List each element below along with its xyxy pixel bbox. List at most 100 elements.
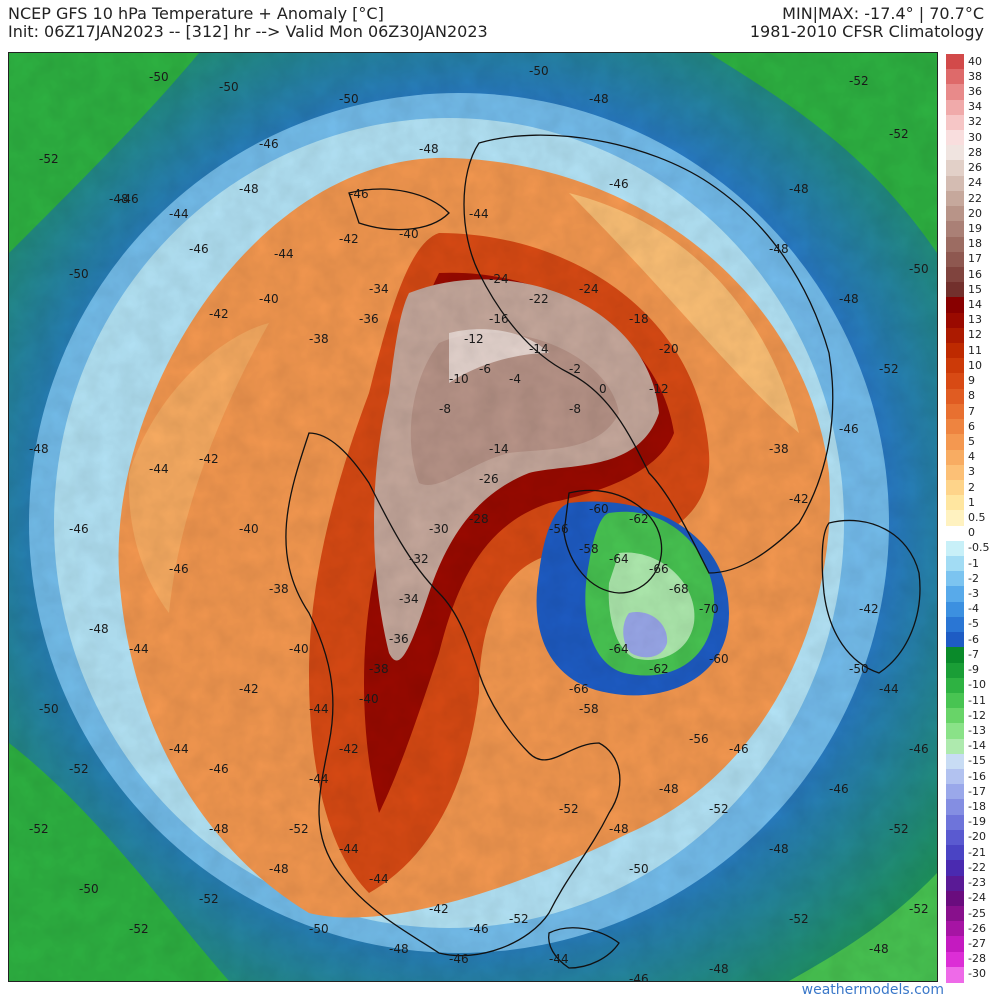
colorbar-tick: 13 [968, 313, 982, 327]
colorbar-swatch [946, 814, 964, 831]
colorbar-swatch [946, 951, 964, 968]
contour-label: -44 [274, 247, 294, 261]
polar-map-panel[interactable]: -50 -50 -50 -50 -48 -52 -52 -52 -46 -48 -46 -48 -46-… [8, 52, 938, 982]
contour-label: -44 [309, 702, 329, 716]
contour-label: -36 [359, 312, 379, 326]
contour-label: -42 [339, 742, 359, 756]
contour-label: -44 [169, 742, 189, 756]
contour-label: -48 [389, 942, 409, 956]
colorbar-tick: 20 [968, 206, 982, 220]
colorbar-swatch [946, 419, 964, 435]
colorbar-swatch [946, 936, 964, 953]
colorbar-swatch [946, 114, 964, 131]
contour-label: -30 [429, 522, 449, 536]
colorbar-tick: 0.5 [968, 511, 986, 524]
colorbar-tick: 26 [968, 161, 982, 175]
site-credit[interactable]: weathermodels.com [801, 982, 944, 998]
africa-outline [821, 519, 921, 674]
contour-label: -56 [549, 522, 569, 536]
colorbar-swatch [946, 738, 964, 755]
contour-label: -46 [469, 922, 489, 936]
colorbar-swatch [946, 799, 964, 816]
colorbar-swatch [946, 479, 964, 496]
contour-label: -40 [359, 692, 379, 706]
contour-label: -34 [399, 592, 419, 606]
contour-label: -46 [259, 137, 279, 151]
contour-label: -38 [269, 582, 289, 596]
arctic-islands-outline [348, 188, 450, 231]
contour-label: -22 [529, 292, 549, 306]
contour-label: -42 [209, 307, 229, 321]
colorbar-swatch [946, 297, 964, 314]
colorbar-swatch [946, 327, 964, 344]
map-canvas: -50-50-50-50-48-52-52-52-46-48-46 -48-46-… [9, 53, 937, 981]
contour-label: -60 [589, 502, 609, 516]
contour-label: -58 [579, 542, 599, 556]
colorbar-tick: -15 [968, 754, 986, 768]
colorbar-tick: -18 [968, 800, 986, 814]
colorbar-swatch [946, 556, 964, 572]
colorbar-swatch [946, 221, 964, 238]
colorbar-tick: -10 [968, 678, 986, 692]
colorbar-tick: 6 [968, 419, 975, 433]
colorbar-tick: 36 [968, 85, 982, 99]
colorbar-tick: 5 [968, 434, 975, 448]
contour-label: -62 [649, 662, 669, 676]
contour-label: -38 [369, 662, 389, 676]
contour-label: -52 [849, 74, 869, 88]
contour-label: -46 [169, 562, 189, 576]
colorbar-swatch [946, 236, 964, 253]
contour-label: -52 [39, 152, 59, 166]
colorbar-tick: -4 [968, 602, 979, 616]
contour-label: -24 [579, 282, 599, 296]
contour-label: -52 [289, 822, 309, 836]
contour-label: -44 [369, 872, 389, 886]
contour-label: -48 [239, 182, 259, 196]
contour-label: -52 [129, 922, 149, 936]
contour-label: -50 [849, 662, 869, 676]
colorbar-swatch [946, 692, 964, 709]
colorbar-tick: -28 [968, 952, 986, 966]
contour-label: -48 [709, 962, 729, 976]
contour-label: -10 [449, 372, 469, 386]
contour-label: -52 [509, 912, 529, 926]
colorbar-tick: 4 [968, 450, 975, 464]
contour-label: -44 [469, 207, 489, 221]
contour-label: -46 [839, 422, 859, 436]
map-title: NCEP GFS 10 hPa Temperature + Anomaly [°… [8, 4, 384, 23]
contour-label: -48 [419, 142, 439, 156]
colorbar-tick: 22 [968, 191, 982, 205]
colorbar-swatch [946, 69, 964, 86]
colorbar-tick: -5 [968, 617, 979, 631]
colorbar-tick: -19 [968, 815, 986, 829]
colorbar-tick: 0 [968, 526, 975, 540]
colorbar-tick: 34 [968, 100, 982, 114]
contour-label: -64 [609, 552, 629, 566]
contour-label: -44 [309, 772, 329, 786]
contour-label: -12 [464, 332, 484, 346]
colorbar-swatch [946, 540, 964, 557]
contour-label: -66 [649, 562, 669, 576]
contour-label: -52 [879, 362, 899, 376]
contour-label: -24 [489, 272, 509, 286]
contour-label: -50 [79, 882, 99, 896]
contour-label: -64 [609, 642, 629, 656]
colorbar-tick: 32 [968, 115, 982, 129]
contour-label: -48 [29, 442, 49, 456]
contour-label: -52 [199, 892, 219, 906]
contour-label: -58 [579, 702, 599, 716]
contour-label: -42 [199, 452, 219, 466]
colorbar-tick: 10 [968, 358, 982, 372]
contour-label: -48 [869, 942, 889, 956]
colorbar-tick: 2 [968, 480, 975, 494]
colorbar-swatch [946, 677, 964, 694]
contour-label: -52 [909, 902, 929, 916]
colorbar-swatch [946, 616, 964, 633]
colorbar-tick: 30 [968, 130, 982, 144]
colorbar-tick: 24 [968, 176, 982, 190]
contour-label: -12 [649, 382, 669, 396]
contour-label: -46 [629, 972, 649, 981]
colorbar-swatch [946, 890, 964, 907]
contour-label: -8 [439, 402, 451, 416]
colorbar-swatch [946, 510, 964, 527]
